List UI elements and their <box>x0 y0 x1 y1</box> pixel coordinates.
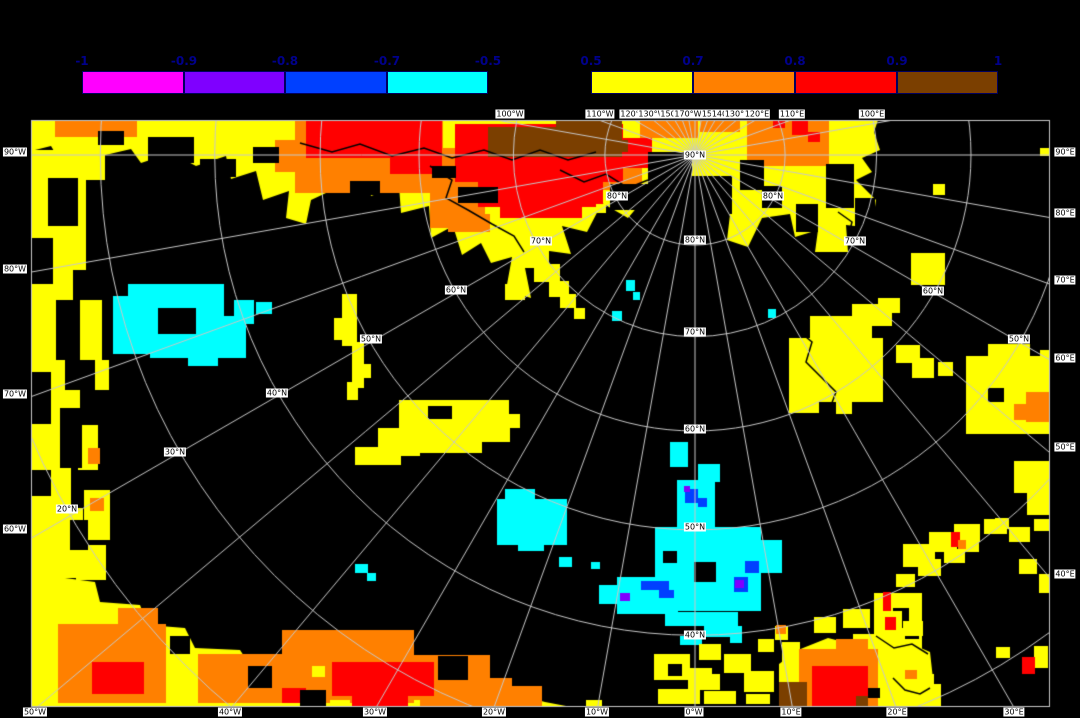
lon-label-top: 130°W <box>637 109 667 119</box>
colorbar-segment <box>897 71 998 94</box>
lon-label-right: 90°E <box>1054 147 1076 157</box>
lon-label-bottom: 10°W <box>584 707 610 717</box>
lon-label-top: 120°W <box>619 109 649 119</box>
lat-label: 50°N <box>683 522 707 532</box>
colorbar-segment <box>387 71 488 94</box>
lon-label-top: 130°E <box>723 109 751 119</box>
lat-label: 60°N <box>921 286 945 296</box>
colorbar-tick-label: 1 <box>993 54 1003 68</box>
lon-label-left: 90°W <box>2 147 28 157</box>
lat-label: 70°N <box>529 236 553 246</box>
lon-label-top: 170°W <box>673 109 703 119</box>
lat-label: 60°N <box>683 424 707 434</box>
lat-label: 40°N <box>683 630 707 640</box>
lat-label: 50°N <box>359 334 383 344</box>
lon-label-right: 50°E <box>1054 442 1076 452</box>
lat-label: 20°N <box>55 504 79 514</box>
colorbar-segment <box>184 71 285 94</box>
colorbar-segment <box>591 71 693 94</box>
lon-label-bottom: 20°E <box>886 707 908 717</box>
colorbar-tick-label: -1 <box>75 54 89 68</box>
lon-label-bottom: 40°W <box>217 707 243 717</box>
colorbar-tick-label: 0.9 <box>886 54 908 68</box>
colorbar-tick-label: 0.5 <box>580 54 602 68</box>
lon-label-bottom: 10°E <box>780 707 802 717</box>
lon-label-left: 70°W <box>2 389 28 399</box>
lon-label-bottom: 30°E <box>1003 707 1025 717</box>
lon-label-bottom: 20°W <box>481 707 507 717</box>
lat-label: 60°N <box>444 285 468 295</box>
colorbar-tick-label: 0.8 <box>784 54 806 68</box>
lon-label-right: 70°E <box>1054 275 1076 285</box>
colorbar-segment <box>795 71 897 94</box>
lat-label: 50°N <box>1007 334 1031 344</box>
colorbar-positive: 0.5 0.7 0.8 0.9 1 <box>580 54 1002 94</box>
colorbar-tick-label: -0.9 <box>170 54 198 68</box>
colorbar-tick-label: -0.5 <box>474 54 502 68</box>
lat-label: 30°N <box>163 447 187 457</box>
lon-label-left: 60°W <box>2 524 28 534</box>
lon-label-top: 100°W <box>495 109 525 119</box>
lat-label: 80°N <box>683 235 707 245</box>
lat-label: 40°N <box>265 388 289 398</box>
lon-label-top: 100°E <box>858 109 886 119</box>
lon-label-top: 110°E <box>778 109 806 119</box>
lon-label-right: 80°E <box>1054 208 1076 218</box>
lat-label: 90°N <box>683 150 707 160</box>
colorbar-tick-label: -0.7 <box>373 54 401 68</box>
colorbar-negative: -1 -0.9 -0.8 -0.7 -0.5 <box>75 54 501 94</box>
colorbar-tick-label: -0.8 <box>271 54 299 68</box>
lon-label-bottom: 50°W <box>22 707 48 717</box>
lat-label: 70°N <box>683 327 707 337</box>
lon-label-right: 40°E <box>1054 569 1076 579</box>
colorbar-segment <box>285 71 387 94</box>
lon-label-top: 120°E <box>743 109 771 119</box>
colorbar-tick-label: 0.7 <box>682 54 704 68</box>
lon-label-left: 80°W <box>2 264 28 274</box>
colorbar-segment <box>693 71 795 94</box>
lat-label: 70°N <box>843 236 867 246</box>
lon-label-right: 60°E <box>1054 353 1076 363</box>
lat-label: 80°N <box>761 191 785 201</box>
lon-label-bottom: 0°W <box>684 707 704 717</box>
colorbar-segment <box>82 71 184 94</box>
lon-label-top: 110°W <box>585 109 615 119</box>
lon-label-bottom: 30°W <box>362 707 388 717</box>
lat-label: 80°N <box>605 191 629 201</box>
